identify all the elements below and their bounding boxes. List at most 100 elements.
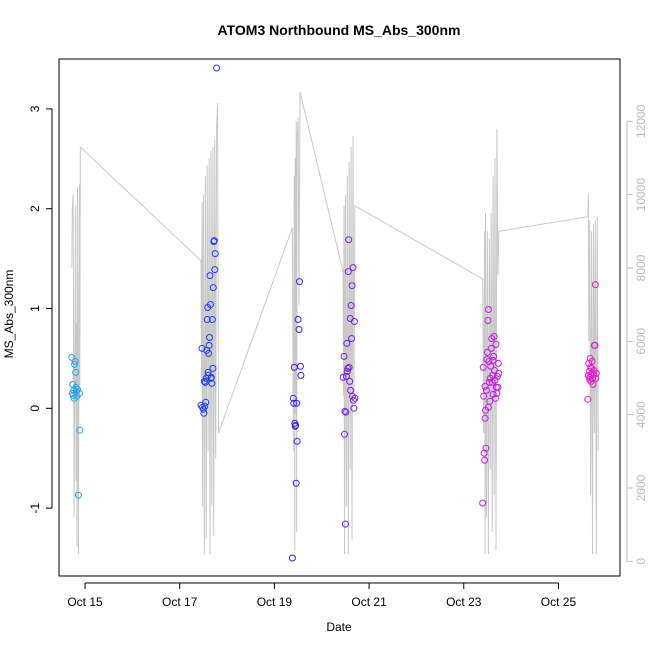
plot-area	[58, 58, 621, 577]
data-point	[350, 318, 358, 325]
data-point	[205, 349, 213, 357]
data-point	[487, 344, 495, 352]
data-point	[487, 362, 495, 370]
data-point	[350, 404, 358, 412]
data-point	[480, 392, 488, 400]
data-point	[343, 339, 351, 347]
x-tick-label: Oct 17	[162, 595, 198, 609]
x-tick-label: Oct 25	[541, 595, 577, 609]
y-tick-label: 1	[28, 305, 42, 312]
y-tick-label: 3	[28, 105, 42, 112]
data-point	[207, 301, 214, 308]
data-point	[74, 491, 82, 499]
data-point	[209, 364, 217, 372]
data-point	[208, 379, 216, 387]
data-point	[592, 369, 600, 377]
data-point	[208, 316, 216, 323]
y2-tick-label: 6000	[634, 328, 648, 355]
data-point	[76, 426, 84, 434]
data-point	[201, 402, 209, 410]
x-tick-label: Oct 21	[351, 595, 387, 609]
x-tick-label: Oct 23	[446, 595, 482, 609]
data-point	[495, 369, 503, 377]
data-point	[483, 386, 490, 394]
data-point	[71, 360, 79, 368]
data-point	[211, 266, 219, 274]
secondary-series	[71, 91, 599, 555]
data-point	[206, 334, 213, 341]
data-point	[588, 357, 596, 365]
data-point	[293, 437, 301, 445]
data-point	[482, 444, 490, 452]
data-point	[206, 272, 214, 280]
data-point	[591, 281, 599, 289]
data-point	[586, 373, 594, 381]
data-point	[346, 377, 354, 385]
data-point	[75, 389, 83, 397]
data-point	[72, 368, 80, 376]
y-axis: -1 0 1 2 3	[28, 105, 53, 513]
data-point	[344, 268, 352, 276]
data-point	[350, 396, 357, 404]
data-point	[294, 316, 302, 323]
data-point	[483, 348, 491, 356]
data-point	[343, 367, 351, 375]
y-tick-label: -1	[28, 502, 42, 513]
data-point	[288, 554, 296, 562]
data-point	[204, 368, 212, 376]
data-point	[588, 364, 596, 372]
data-point	[296, 362, 304, 370]
data-point	[348, 282, 356, 290]
data-point	[489, 356, 497, 364]
x-axis-label: Date	[326, 620, 352, 634]
data-point	[290, 399, 298, 407]
scatter-points	[68, 64, 600, 562]
data-point	[293, 399, 301, 407]
data-point	[209, 284, 217, 292]
data-point	[481, 414, 489, 422]
data-point	[342, 372, 350, 380]
data-point	[492, 394, 499, 402]
data-point	[203, 316, 211, 323]
data-point	[74, 385, 81, 393]
data-point	[205, 341, 213, 349]
x-tick-label: Oct 19	[257, 595, 293, 609]
data-point	[345, 363, 353, 371]
y2-axis: 0 2000 4000 6000 8000 10000 12000	[626, 104, 648, 565]
data-point	[339, 373, 347, 381]
data-point	[202, 398, 210, 406]
data-point	[341, 520, 349, 528]
data-point	[591, 341, 599, 349]
data-point	[341, 407, 349, 415]
secondary-series-line	[71, 91, 599, 555]
data-point	[289, 394, 297, 402]
x-tick-label: Oct 15	[67, 595, 103, 609]
data-point	[484, 317, 492, 324]
data-point	[202, 374, 210, 382]
data-point	[492, 340, 500, 348]
data-point	[295, 326, 303, 333]
data-point	[292, 479, 300, 487]
data-point	[341, 430, 348, 438]
y2-tick-label: 4000	[634, 401, 648, 428]
y-tick-label: 2	[28, 205, 42, 212]
data-point	[584, 395, 592, 403]
data-point	[484, 403, 492, 411]
data-point	[481, 456, 489, 464]
y-tick-label: 0	[28, 405, 42, 412]
data-point	[198, 344, 206, 352]
y2-tick-label: 2000	[634, 474, 648, 501]
data-point	[479, 499, 487, 507]
data-point	[484, 306, 492, 313]
data-point	[213, 64, 221, 72]
data-point	[589, 380, 597, 388]
data-point	[490, 333, 498, 340]
data-point	[347, 302, 355, 309]
data-point	[344, 364, 352, 372]
y-axis-label: MS_Abs_300nm	[2, 270, 16, 359]
data-point	[201, 378, 209, 386]
data-point	[345, 236, 353, 244]
y2-tick-label: 10000	[634, 178, 648, 212]
data-point	[349, 264, 357, 272]
